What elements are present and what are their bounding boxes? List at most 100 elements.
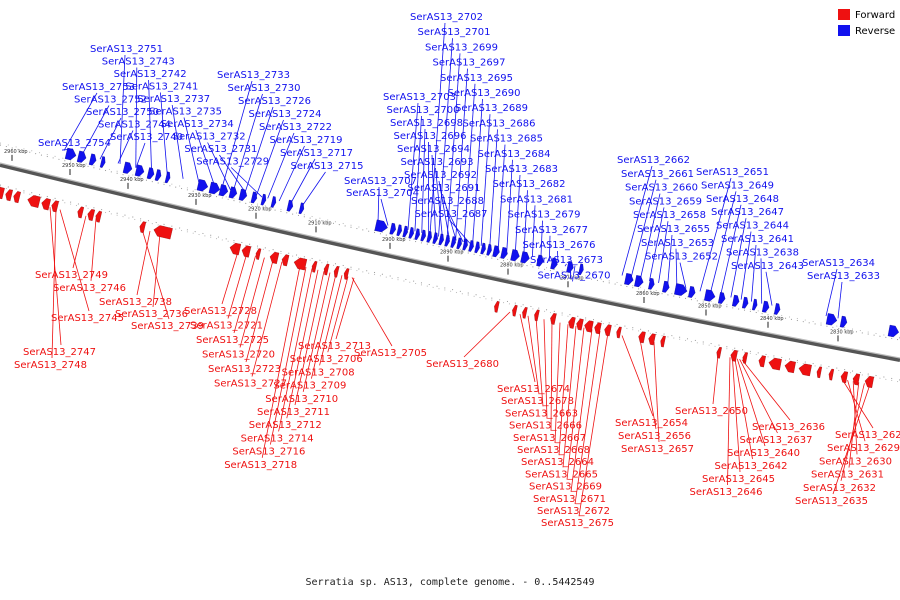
label-connector — [572, 265, 576, 282]
label-connector — [472, 98, 483, 245]
kbp-tick-label: 2950 kbp — [62, 163, 86, 169]
label-connector — [63, 92, 98, 151]
forward-gene-label: SerAS13_2728 — [184, 306, 257, 317]
kbp-tick-label: 2920 kbp — [248, 207, 272, 213]
forward-gene-label: SerAS13_2630 — [819, 456, 892, 467]
forward-gene — [27, 195, 41, 208]
reverse-gene — [402, 225, 408, 238]
label-connector — [832, 384, 871, 495]
forward-gene-label: SerAS13_2646 — [690, 487, 763, 498]
forward-gene — [864, 376, 875, 388]
reverse-gene-label: SerAS13_2698 — [390, 118, 463, 129]
label-connector — [837, 281, 843, 319]
forward-gene-label: SerAS13_2678 — [501, 396, 574, 407]
label-connector — [734, 358, 753, 460]
reverse-gene-label: SerAS13_2699 — [425, 42, 498, 53]
label-connector — [278, 145, 305, 202]
label-connector — [227, 253, 248, 319]
reverse-gene — [718, 292, 726, 304]
reverse-gene-label: SerAS13_2704 — [346, 188, 419, 199]
forward-gene-label: SerAS13_2675 — [541, 518, 614, 529]
label-connector — [564, 263, 567, 267]
forward-gene-label: SerAS13_2706 — [290, 354, 363, 365]
forward-gene-label: SerAS13_2714 — [241, 433, 314, 444]
forward-gene-label: SerAS13_2718 — [224, 460, 297, 471]
label-connector — [736, 358, 766, 447]
reverse-gene — [414, 228, 420, 240]
reverse-gene — [500, 247, 508, 259]
reverse-gene — [250, 191, 258, 204]
kbp-tick-label: 2910 kbp — [308, 220, 332, 226]
forward-gene-label: SerAS13_2631 — [811, 470, 884, 481]
reverse-gene — [238, 188, 248, 201]
forward-gene — [87, 209, 96, 221]
label-connector — [531, 205, 536, 257]
reverse-gene-label: SerAS13_2651 — [696, 167, 769, 178]
label-connector — [431, 154, 436, 236]
reverse-gene — [520, 251, 530, 264]
label-connector — [414, 115, 422, 232]
reverse-gene — [825, 313, 838, 326]
reverse-gene-label: SerAS13_2658 — [633, 210, 706, 221]
label-connector — [535, 317, 544, 407]
forward-gene — [534, 309, 540, 322]
forward-gene-label: SerAS13_2640 — [727, 448, 800, 459]
track-guide — [0, 184, 900, 381]
forward-gene — [522, 307, 528, 319]
label-connector — [540, 220, 543, 259]
reverse-gene — [146, 167, 155, 180]
reverse-gene-label: SerAS13_2695 — [440, 73, 513, 84]
label-connector — [765, 271, 773, 306]
forward-gene-label: SerAS13_2746 — [53, 283, 126, 294]
reverse-gene — [732, 294, 740, 307]
forward-gene-label: SerAS13_2725 — [196, 335, 269, 346]
reverse-gene — [462, 238, 468, 251]
label-connector — [435, 167, 443, 238]
label-connector — [233, 255, 256, 334]
forward-gene — [293, 257, 308, 271]
reverse-gene-label: SerAS13_2733 — [217, 70, 290, 81]
label-connector — [519, 314, 536, 383]
label-connector — [658, 221, 669, 284]
reverse-gene — [218, 184, 229, 197]
reverse-gene — [88, 153, 97, 166]
reverse-gene-label: SerAS13_2729 — [196, 157, 269, 168]
kbp-tick-label: 2850 kbp — [698, 304, 722, 310]
label-connector — [550, 320, 553, 431]
forward-gene — [828, 368, 835, 381]
reverse-gene-label: SerAS13_2741 — [125, 82, 198, 93]
forward-gene-label: SerAS13_2667 — [513, 433, 586, 444]
reverse-gene — [99, 156, 106, 168]
reverse-gene — [566, 261, 574, 273]
forward-gene — [95, 210, 103, 223]
reverse-gene-label: SerAS13_2752 — [74, 95, 147, 106]
forward-gene — [5, 189, 13, 202]
label-connector — [847, 380, 866, 442]
label-connector — [319, 275, 343, 366]
label-connector — [679, 262, 687, 289]
forward-gene-label: SerAS13_2712 — [249, 420, 322, 431]
legend-reverse: Reverse — [838, 25, 895, 37]
reverse-gene-label: SerAS13_2686 — [463, 118, 536, 129]
reverse-gene — [741, 296, 749, 309]
label-connector — [380, 198, 389, 226]
label-connector — [554, 322, 561, 444]
forward-gene-label: SerAS13_2748 — [14, 360, 87, 371]
reverse-gene — [374, 219, 388, 233]
reverse-gene — [76, 150, 87, 163]
reverse-gene — [704, 289, 716, 302]
label-connector — [445, 206, 464, 243]
reverse-gene-label: SerAS13_2690 — [448, 88, 521, 99]
forward-gene-label: SerAS13_2716 — [232, 447, 305, 458]
reverse-gene-label: SerAS13_2662 — [617, 155, 690, 166]
reverse-gene-label: SerAS13_2644 — [716, 221, 789, 232]
reverse-gene — [456, 237, 462, 250]
reverse-gene-label: SerAS13_2648 — [706, 194, 779, 205]
forward-gene-label: SerAS13_2680 — [426, 359, 499, 370]
forward-gene — [323, 263, 330, 276]
label-connector — [455, 68, 468, 241]
reverse-gene — [196, 179, 209, 192]
reverse-gene — [164, 171, 171, 184]
forward-gene-label: SerAS13_2664 — [521, 457, 594, 468]
label-connector — [119, 54, 126, 164]
